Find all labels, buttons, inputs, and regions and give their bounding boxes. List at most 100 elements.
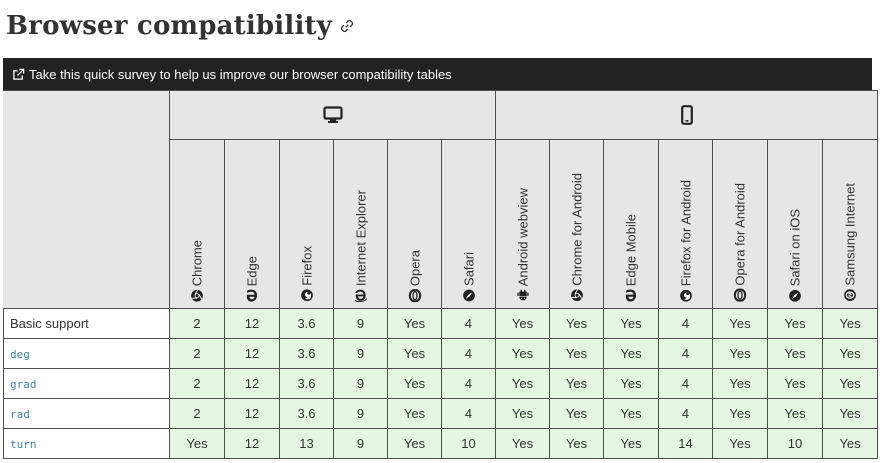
browser-name: Firefox for Android — [678, 179, 693, 286]
support-cell[interactable]: Yes — [387, 308, 442, 339]
support-cell[interactable]: Yes — [495, 428, 550, 459]
browser-name: Edge Mobile — [623, 213, 639, 286]
support-cell[interactable]: 4 — [441, 368, 496, 399]
support-cell[interactable]: Yes — [169, 428, 225, 459]
support-cell[interactable]: 12 — [224, 428, 280, 459]
support-cell[interactable]: Yes — [495, 398, 550, 429]
support-cell[interactable]: 3.6 — [279, 368, 334, 399]
support-cell[interactable]: 14 — [658, 428, 713, 459]
support-cell[interactable]: 12 — [224, 338, 280, 369]
support-cell[interactable]: Yes — [712, 398, 768, 429]
support-cell[interactable]: Yes — [712, 338, 768, 369]
support-cell[interactable]: 10 — [767, 428, 823, 459]
browser-name: Samsung Internet — [842, 183, 858, 286]
platform-desktop — [169, 90, 496, 140]
browser-header-label: Opera — [407, 250, 422, 302]
survey-banner: Take this quick survey to help us improv… — [3, 58, 872, 90]
support-cell[interactable]: Yes — [821, 368, 879, 399]
edge-icon — [625, 289, 637, 302]
browser-header: Chrome — [169, 139, 225, 309]
support-cell[interactable]: 4 — [441, 398, 496, 429]
support-cell[interactable]: Yes — [549, 398, 604, 429]
support-cell[interactable]: 3.6 — [279, 338, 334, 369]
support-cell[interactable]: Yes — [387, 428, 442, 459]
support-cell[interactable]: 4 — [658, 368, 713, 399]
browser-name: Safari on iOS — [787, 208, 803, 286]
section-title: Browser compatibility — [6, 11, 333, 41]
browser-name: Opera for Android — [732, 183, 748, 286]
platform-mobile — [494, 90, 879, 140]
support-cell[interactable]: Yes — [821, 428, 879, 459]
browser-header-label: Internet Explorer — [353, 190, 368, 302]
support-cell[interactable]: Yes — [495, 338, 550, 369]
browser-header-label: Safari on iOS — [788, 209, 803, 302]
browser-header: Samsung Internet — [821, 139, 879, 309]
support-cell[interactable]: Yes — [767, 368, 823, 399]
opera-icon — [408, 289, 421, 302]
safari-icon — [789, 289, 801, 302]
support-cell[interactable]: Yes — [387, 338, 442, 369]
desktop-icon — [322, 106, 343, 123]
support-cell[interactable]: 2 — [169, 398, 225, 429]
feature-label: Basic support — [10, 316, 89, 331]
support-cell[interactable]: Yes — [549, 368, 604, 399]
support-cell[interactable]: 9 — [333, 308, 388, 339]
support-cell[interactable]: 2 — [169, 368, 225, 399]
support-cell[interactable]: Yes — [495, 368, 550, 399]
support-cell[interactable]: Yes — [603, 428, 659, 459]
browser-name: Safari — [461, 252, 476, 286]
support-cell[interactable]: 13 — [279, 428, 334, 459]
support-cell[interactable]: 4 — [658, 398, 713, 429]
platform-row — [3, 90, 879, 309]
support-cell[interactable]: Yes — [603, 308, 659, 339]
support-cell[interactable]: 9 — [333, 338, 388, 369]
support-cell[interactable]: Yes — [767, 308, 823, 339]
browser-name: Opera — [407, 249, 422, 286]
feature-code: turn — [10, 438, 37, 451]
support-cell[interactable]: 4 — [441, 338, 496, 369]
support-cell[interactable]: Yes — [712, 308, 768, 339]
chrome-icon — [191, 289, 203, 302]
link-icon[interactable] — [340, 19, 354, 33]
support-cell[interactable]: 2 — [169, 308, 225, 339]
survey-link[interactable]: Take this quick survey to help us improv… — [12, 67, 452, 82]
support-cell[interactable]: Yes — [603, 338, 659, 369]
support-cell[interactable]: Yes — [387, 398, 442, 429]
support-cell[interactable]: 10 — [441, 428, 496, 459]
support-cell[interactable]: Yes — [821, 308, 879, 339]
support-cell[interactable]: Yes — [603, 368, 659, 399]
support-cell[interactable]: Yes — [549, 338, 604, 369]
support-cell[interactable]: 3.6 — [279, 308, 334, 339]
support-cell[interactable]: 9 — [333, 428, 388, 459]
support-cell[interactable]: Yes — [767, 398, 823, 429]
support-cell[interactable]: Yes — [495, 308, 550, 339]
support-cell[interactable]: Yes — [603, 398, 659, 429]
feature-code: deg — [10, 348, 30, 361]
support-cell[interactable]: Yes — [767, 338, 823, 369]
support-cell[interactable]: 9 — [333, 368, 388, 399]
opera-icon — [733, 289, 747, 302]
browser-name: Android webview — [515, 187, 530, 286]
support-cell[interactable]: 2 — [169, 338, 225, 369]
support-cell[interactable]: 4 — [658, 308, 713, 339]
browser-header: Edge — [224, 139, 280, 309]
support-cell[interactable]: 12 — [224, 368, 280, 399]
support-cell[interactable]: Yes — [821, 398, 879, 429]
support-cell[interactable]: Yes — [712, 368, 768, 399]
support-cell[interactable]: Yes — [387, 368, 442, 399]
support-cell[interactable]: Yes — [821, 338, 879, 369]
support-cell[interactable]: 12 — [224, 308, 280, 339]
support-cell[interactable]: Yes — [549, 308, 604, 339]
support-cell[interactable]: 12 — [224, 398, 280, 429]
ie-icon — [354, 289, 367, 302]
support-cell[interactable]: 9 — [333, 398, 388, 429]
support-cell[interactable]: Yes — [712, 428, 768, 459]
browser-header: Chrome for Android — [549, 139, 604, 309]
support-cell[interactable]: 4 — [441, 308, 496, 339]
support-cell[interactable]: 3.6 — [279, 398, 334, 429]
chrome-icon — [570, 289, 583, 302]
support-cell[interactable]: Yes — [549, 428, 604, 459]
support-cell[interactable]: 4 — [658, 338, 713, 369]
browser-header-label: Android webview — [515, 188, 530, 302]
survey-text: Take this quick survey to help us improv… — [29, 66, 452, 82]
